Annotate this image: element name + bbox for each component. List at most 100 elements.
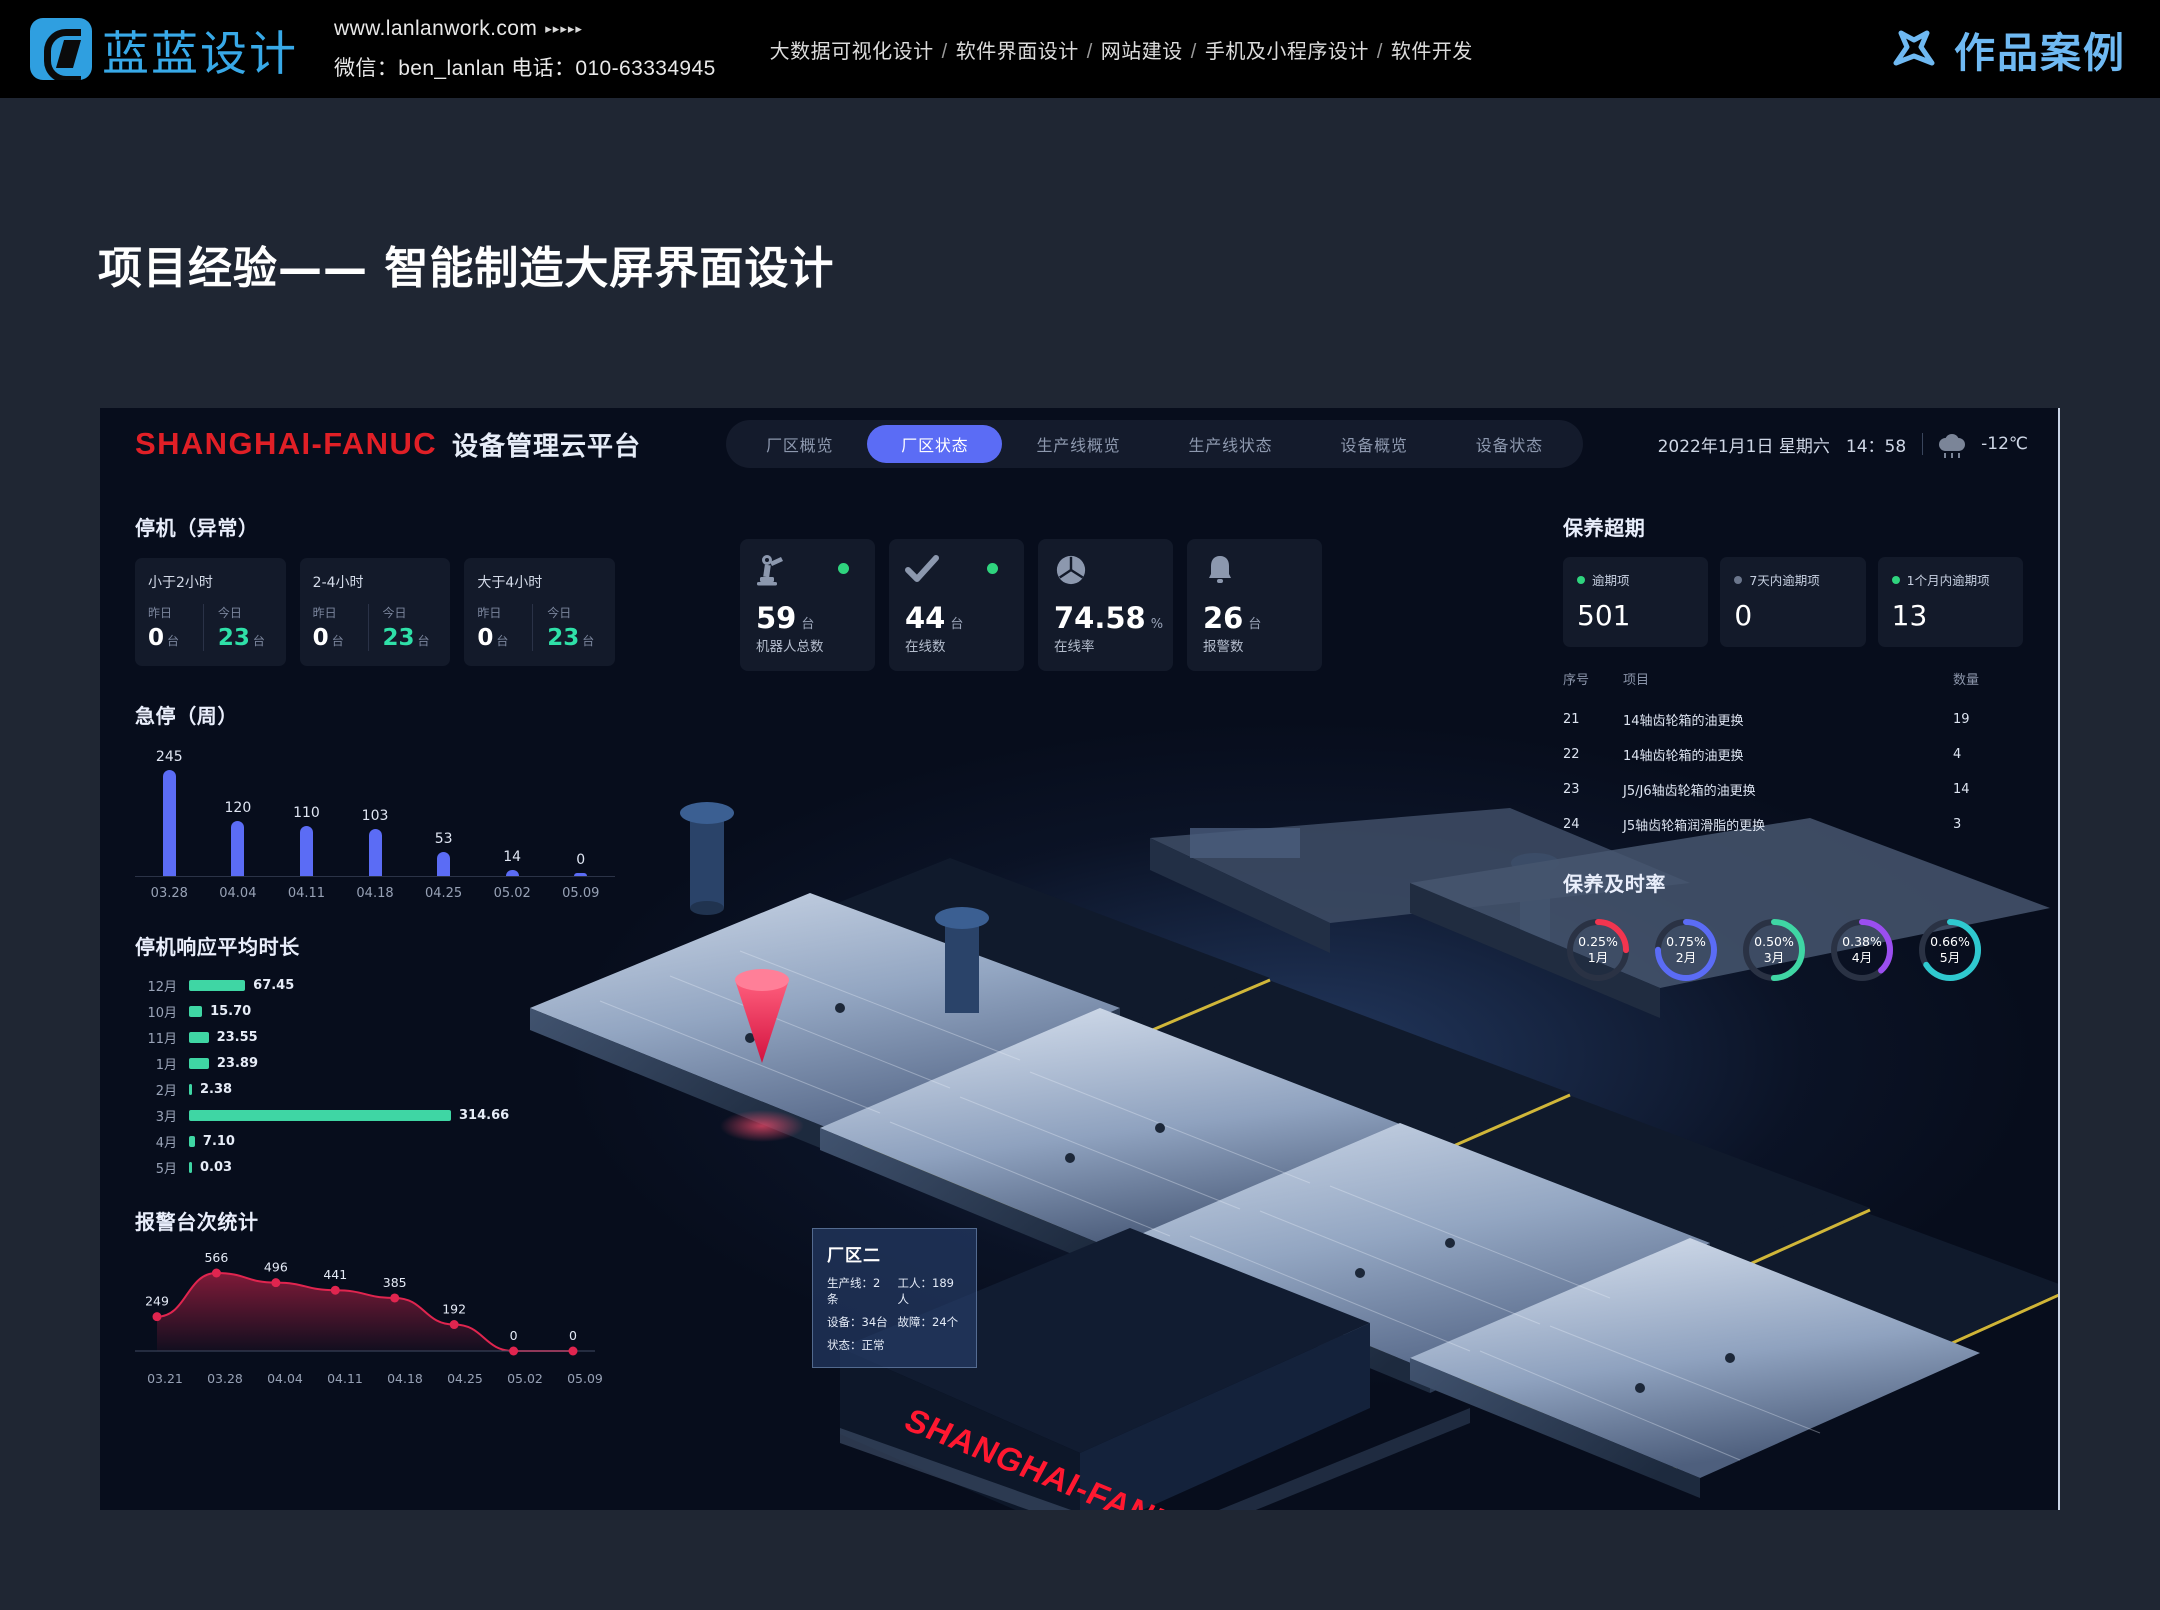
cell-qty: 19 bbox=[1953, 712, 1970, 727]
donut-ring bbox=[1831, 919, 1893, 981]
estop-x-label: 03.28 bbox=[150, 886, 188, 901]
tab-line-overview[interactable]: 生产线概览 bbox=[1036, 436, 1121, 455]
table-row[interactable]: 24 J5轴齿轮箱润滑脂的更换 3 bbox=[1563, 807, 2023, 842]
response-month: 5月 bbox=[155, 1161, 177, 1177]
maintenance-donut[interactable]: 0.50% 3月 bbox=[1739, 915, 1809, 985]
maintenance-donut[interactable]: 0.25% 1月 bbox=[1563, 915, 1633, 985]
tooltip-workers: 工人：189人 bbox=[897, 1276, 954, 1306]
location-pin-marker[interactable] bbox=[720, 969, 804, 1142]
tab-factory-overview[interactable]: 厂区概览 bbox=[766, 436, 834, 455]
estop-bar-col: 103 bbox=[341, 749, 410, 876]
value: 0 bbox=[477, 625, 494, 651]
alarm-x-labels: 03.21 03.28 04.04 04.11 04.18 04.25 05.02 05.09 bbox=[135, 1371, 615, 1386]
unit: 台 bbox=[167, 634, 180, 648]
estop-chart: 急停（周） 245 120 110 103 53 14 0 03.28 04.04 04.11 0… bbox=[135, 700, 615, 901]
estop-bar bbox=[368, 828, 382, 876]
brand-logo-text: 蓝蓝设计 bbox=[102, 26, 298, 82]
rain-cloud-icon bbox=[1939, 434, 1966, 458]
brand-contact-line: 微信：ben_lanlan 电话：010-63334945 bbox=[334, 56, 716, 80]
estop-bar-value: 14 bbox=[503, 848, 522, 865]
overdue-card[interactable]: 7天内逾期项 0 bbox=[1720, 557, 1866, 647]
unit: 台 bbox=[496, 634, 509, 648]
label-today: 今日 bbox=[382, 606, 407, 620]
status-dot bbox=[1891, 575, 1900, 584]
estop-bar-col: 0 bbox=[546, 749, 615, 876]
downtime-today: 今日 23 台 bbox=[532, 604, 602, 651]
response-value: 0.03 bbox=[200, 1159, 233, 1175]
response-title: 停机响应平均时长 bbox=[135, 935, 300, 959]
kpi-card-online-rate[interactable]: 74.58% 在线率 bbox=[1038, 539, 1173, 671]
lanlan-logo-icon bbox=[30, 18, 92, 80]
kpi-card-alarm-count[interactable]: 26 台 报警数 bbox=[1187, 539, 1322, 671]
value: 0 bbox=[312, 625, 329, 651]
arrows-icon: ▸▸▸▸▸ bbox=[545, 21, 583, 37]
maintenance-donut[interactable]: 0.75% 2月 bbox=[1651, 915, 1721, 985]
status-dot bbox=[1577, 575, 1585, 584]
estop-bar-col: 110 bbox=[272, 749, 341, 876]
service-4: 软件开发 bbox=[1390, 40, 1473, 63]
check-icon bbox=[905, 555, 939, 590]
maintenance-donut[interactable]: 0.66% 5月 bbox=[1915, 915, 1985, 985]
maintenance-donut[interactable]: 0.38% 4月 bbox=[1827, 915, 1897, 985]
overdue-card[interactable]: 逾期项 501 bbox=[1563, 557, 1709, 647]
downtime-range: 小于2小时 bbox=[148, 575, 213, 591]
brand-logo[interactable]: 蓝蓝设计 bbox=[30, 15, 298, 84]
response-row: 4月 7.10 bbox=[135, 1130, 615, 1152]
alarm-x-label: 04.18 bbox=[387, 1371, 423, 1386]
status-dot bbox=[1734, 575, 1743, 584]
kpi-card-online-count[interactable]: 44 台 在线数 bbox=[889, 539, 1024, 671]
response-month: 11月 bbox=[147, 1031, 177, 1047]
cell-qty: 4 bbox=[1953, 747, 1962, 762]
tab-device-status[interactable]: 设备状态 bbox=[1475, 436, 1543, 455]
tooltip-title: 厂区二 bbox=[827, 1246, 881, 1266]
estop-bar bbox=[299, 825, 313, 876]
kpi-unit: 台 bbox=[1248, 617, 1262, 632]
tab-device-overview[interactable]: 设备概览 bbox=[1340, 436, 1408, 455]
factory-map-render[interactable]: SHANGHAI-FANUC bbox=[510, 708, 2060, 1510]
alarm-point-value: 0 bbox=[569, 1328, 577, 1343]
table-row[interactable]: 21 14轴齿轮箱的油更换 19 bbox=[1563, 702, 2023, 737]
alarm-title: 报警台次统计 bbox=[135, 1210, 259, 1234]
response-row: 12月 67.45 bbox=[135, 974, 615, 996]
overdue-value: 0 bbox=[1734, 599, 1753, 632]
kpi-value: 44 bbox=[905, 601, 946, 635]
estop-bar-col: 53 bbox=[409, 749, 478, 876]
alarm-area-chart: 249 566 496 441 385 192 0 0 bbox=[135, 1247, 615, 1365]
downtime-today: 今日 23 台 bbox=[202, 604, 273, 651]
tooltip-status: 状态：正常 bbox=[827, 1338, 885, 1352]
datetime-weather: 2022年1月1日 星期六 14：58 -12℃ bbox=[1658, 432, 2028, 458]
alarm-x-label: 04.25 bbox=[447, 1371, 483, 1386]
kpi-value: 26 bbox=[1203, 601, 1244, 635]
pie-icon bbox=[1054, 555, 1088, 590]
brand-website[interactable]: www.lanlanwork.com bbox=[334, 16, 538, 40]
table-row[interactable]: 23 J5/J6轴齿轮箱的油更换 14 bbox=[1563, 772, 2023, 807]
estop-x-labels: 03.28 04.04 04.11 04.18 04.25 05.02 05.09 bbox=[135, 886, 615, 901]
response-month: 3月 bbox=[155, 1109, 177, 1125]
response-bar bbox=[189, 1135, 195, 1147]
tab-factory-status[interactable]: 厂区状态 bbox=[867, 425, 1003, 463]
estop-bar-value: 120 bbox=[224, 800, 252, 817]
kpi-value: 74.58 bbox=[1054, 601, 1146, 635]
divider bbox=[1922, 433, 1924, 455]
factory-tooltip[interactable]: 厂区二 生产线：2条 工人：189人 设备：34台 故障：24个 状态：正常 bbox=[812, 1228, 977, 1368]
nav-tabs[interactable]: 厂区概览 厂区状态 生产线概览 生产线状态 设备概览 设备状态 bbox=[726, 420, 1583, 468]
overdue-label: 7天内逾期项 bbox=[1749, 573, 1820, 588]
response-row: 5月 0.03 bbox=[135, 1156, 615, 1178]
estop-bars: 245 120 110 103 53 14 0 bbox=[135, 749, 615, 877]
donut-month: 5月 bbox=[1939, 950, 1961, 965]
tab-line-status[interactable]: 生产线状态 bbox=[1188, 436, 1273, 455]
response-row: 3月 314.66 bbox=[135, 1104, 615, 1126]
overdue-label: 1个月内逾期项 bbox=[1906, 573, 1990, 588]
response-value: 67.45 bbox=[253, 977, 295, 993]
case-star-icon bbox=[1888, 23, 1940, 75]
kpi-card-robot-total[interactable]: 59 台 机器人总数 bbox=[740, 539, 875, 671]
overdue-card[interactable]: 1个月内逾期项 13 bbox=[1877, 557, 2023, 647]
estop-bar bbox=[162, 770, 176, 876]
status-dot bbox=[838, 563, 849, 574]
table-row[interactable]: 22 14轴齿轮箱的油更换 4 bbox=[1563, 737, 2023, 772]
